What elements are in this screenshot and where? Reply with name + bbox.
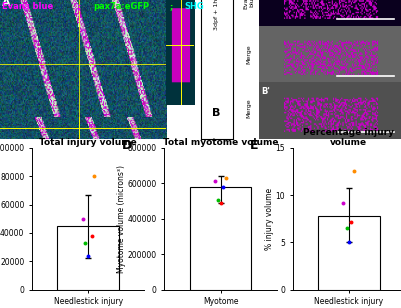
- Bar: [57, 226, 119, 290]
- Point: [340, 200, 346, 205]
- Point: [85, 253, 91, 258]
- Text: E: E: [250, 139, 259, 152]
- Point: [217, 200, 224, 205]
- Text: Merge: Merge: [246, 98, 251, 118]
- Point: [343, 226, 350, 231]
- Title: Percentage injury
volume: Percentage injury volume: [304, 128, 394, 147]
- Text: 3dpf + 1hpi: 3dpf + 1hpi: [214, 0, 219, 30]
- Point: [79, 216, 86, 221]
- Title: Total myotome volume: Total myotome volume: [163, 138, 278, 147]
- Point: [215, 198, 221, 203]
- Point: [348, 219, 354, 224]
- Point: [212, 179, 218, 184]
- Point: [351, 169, 358, 174]
- Text: pax7a:eGFP: pax7a:eGFP: [93, 2, 150, 11]
- Text: B': B': [261, 87, 271, 96]
- Bar: [318, 216, 380, 290]
- Text: Evans
blue: Evans blue: [243, 0, 254, 9]
- Bar: [190, 187, 251, 290]
- Text: D: D: [122, 139, 132, 152]
- Point: [220, 184, 226, 189]
- Point: [91, 174, 97, 179]
- Text: A: A: [2, 0, 11, 8]
- Y-axis label: Myotome volume (microns³): Myotome volume (microns³): [117, 165, 126, 273]
- Text: ;: ;: [78, 2, 85, 11]
- Text: ;: ;: [170, 2, 176, 11]
- Text: B: B: [213, 108, 221, 118]
- Point: [88, 233, 95, 238]
- Text: Merge: Merge: [246, 44, 251, 64]
- Point: [346, 240, 352, 245]
- Text: Evans blue: Evans blue: [2, 2, 53, 11]
- Y-axis label: % injury volume: % injury volume: [265, 188, 274, 250]
- Title: Total injury volume: Total injury volume: [39, 138, 137, 147]
- Point: [82, 240, 88, 245]
- Point: [223, 175, 229, 180]
- Text: SHG: SHG: [185, 2, 205, 11]
